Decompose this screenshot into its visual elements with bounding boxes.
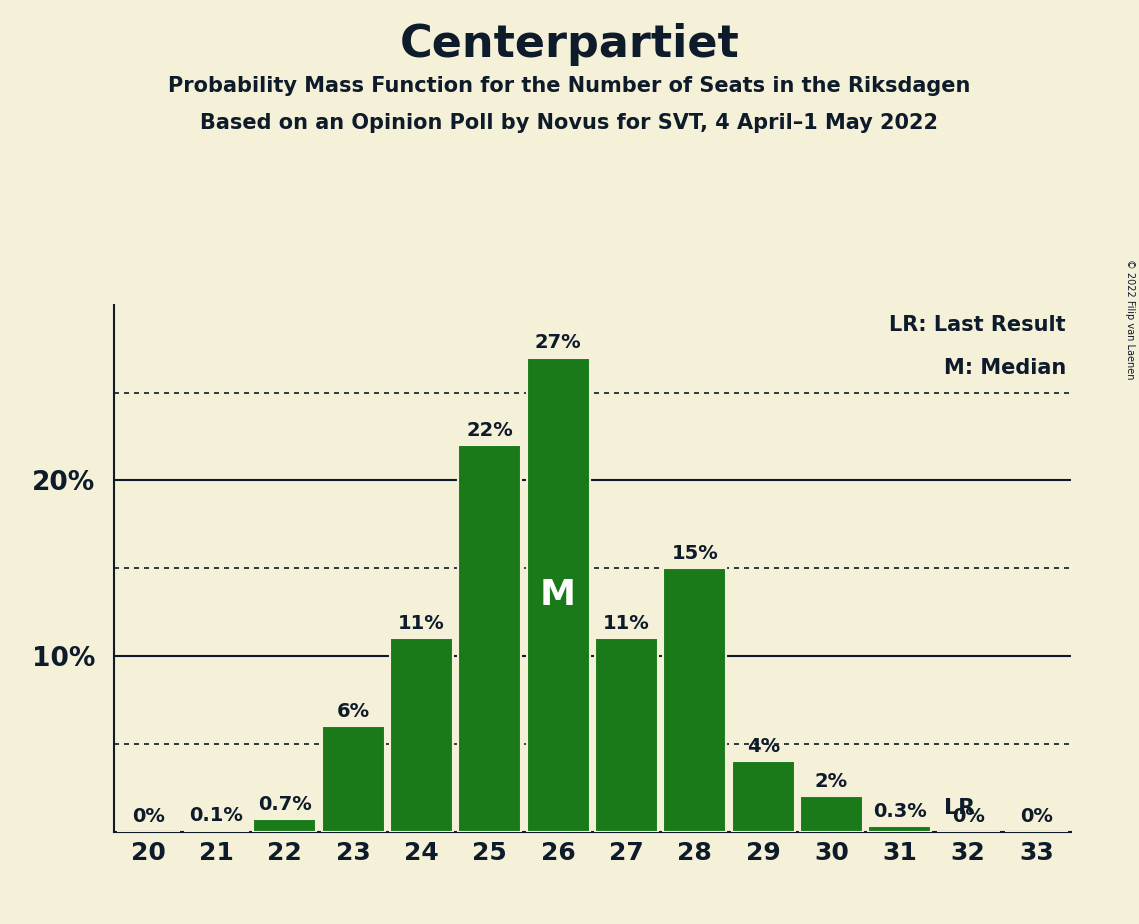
Text: Based on an Opinion Poll by Novus for SVT, 4 April–1 May 2022: Based on an Opinion Poll by Novus for SV…: [200, 113, 939, 133]
Text: 15%: 15%: [671, 544, 719, 563]
Text: 0%: 0%: [952, 808, 984, 826]
Text: 0.1%: 0.1%: [189, 806, 244, 824]
Text: 27%: 27%: [535, 334, 581, 352]
Bar: [321, 726, 385, 832]
Text: 11%: 11%: [603, 614, 650, 633]
Bar: [800, 796, 863, 832]
Bar: [390, 638, 453, 832]
Text: 0%: 0%: [132, 808, 164, 826]
Text: M: Median: M: Median: [943, 358, 1066, 378]
Text: Centerpartiet: Centerpartiet: [400, 23, 739, 67]
Bar: [253, 820, 317, 832]
Text: 0.7%: 0.7%: [257, 795, 312, 814]
Bar: [868, 826, 932, 832]
Bar: [185, 830, 248, 832]
Text: 6%: 6%: [336, 702, 370, 721]
Text: M: M: [540, 578, 576, 612]
Bar: [731, 761, 795, 832]
Text: LR: LR: [944, 797, 975, 818]
Text: Probability Mass Function for the Number of Seats in the Riksdagen: Probability Mass Function for the Number…: [169, 76, 970, 96]
Bar: [526, 358, 590, 832]
Text: 2%: 2%: [814, 772, 849, 791]
Text: © 2022 Filip van Laenen: © 2022 Filip van Laenen: [1125, 259, 1134, 379]
Text: LR: Last Result: LR: Last Result: [890, 315, 1066, 335]
Text: 4%: 4%: [746, 737, 780, 756]
Text: 0%: 0%: [1021, 808, 1052, 826]
Text: 11%: 11%: [398, 614, 445, 633]
Text: 22%: 22%: [466, 421, 514, 440]
Bar: [595, 638, 658, 832]
Bar: [458, 445, 522, 832]
Bar: [663, 568, 727, 832]
Text: 0.3%: 0.3%: [872, 802, 927, 821]
